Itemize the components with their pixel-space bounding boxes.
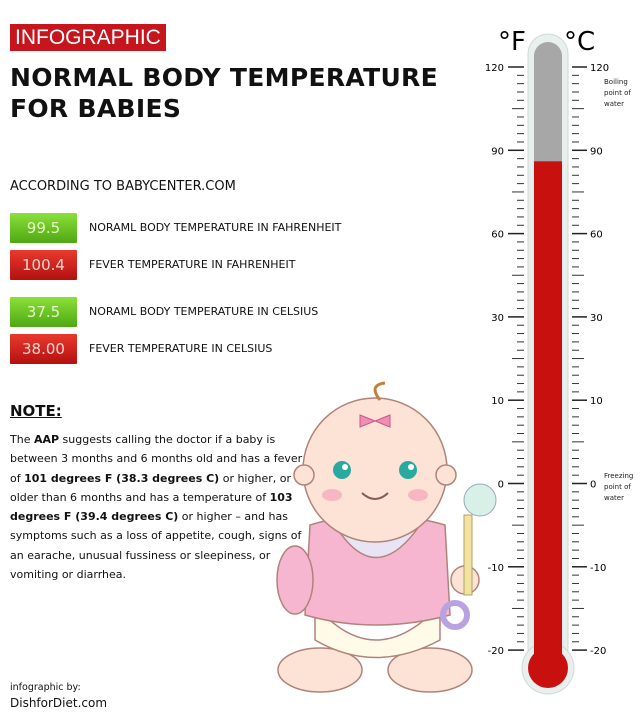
title-line-2: FOR BABIES xyxy=(10,94,182,123)
normal-f-badge: 99.5 xyxy=(10,213,77,243)
scale-ticks xyxy=(508,66,587,651)
scale-label-c: 60 xyxy=(590,230,603,241)
infographic-tag: INFOGRAPHIC xyxy=(10,24,166,51)
freezing-note: point of xyxy=(604,483,631,491)
note-part: The xyxy=(10,433,34,446)
source-heading: ACCORDING TO BABYCENTER.COM xyxy=(10,179,236,194)
scale-label-c: 0 xyxy=(590,480,596,491)
note-part: or higher, or is older than 6 months and… xyxy=(10,471,304,504)
normal-f-label: NORAML BODY TEMPERATURE IN FAHRENHEIT xyxy=(89,221,342,234)
unit-fahrenheit: °F xyxy=(498,27,526,57)
hair-curl-icon xyxy=(373,381,386,401)
credit-label: infographic by: xyxy=(10,682,81,693)
scale-label-f: -20 xyxy=(488,646,504,657)
mercury-column xyxy=(534,161,562,670)
scale-label-f: 60 xyxy=(491,230,504,241)
fever-c-label: FEVER TEMPERATURE IN CELSIUS xyxy=(89,342,273,355)
rattle-icon xyxy=(440,483,497,630)
scale-label-f: 10 xyxy=(491,396,504,407)
note-bold: 101 degrees F (38.3 degrees C) xyxy=(24,471,220,485)
freezing-note: Freezing xyxy=(604,472,633,480)
scale-label-c: 30 xyxy=(590,313,603,324)
note-bold: 103 degrees F (39.4 degrees C) xyxy=(10,490,293,524)
thermometer-bulb xyxy=(528,648,568,688)
scale-label-c: -20 xyxy=(590,646,606,657)
unit-celsius: °C xyxy=(564,27,595,57)
note-text: The AAP suggests calling the doctor if a… xyxy=(10,430,310,584)
note-bold: AAP xyxy=(33,433,60,446)
scale-label-c: 90 xyxy=(590,146,603,157)
scale-label-c: -10 xyxy=(590,563,606,574)
scale-label-f: 120 xyxy=(485,63,504,74)
note-part: suggests calling the doctor if a baby is… xyxy=(10,433,303,485)
scale-label-f: 90 xyxy=(491,146,504,157)
scale-label-c: 10 xyxy=(590,396,603,407)
normal-c-label: NORAML BODY TEMPERATURE IN CELSIUS xyxy=(89,305,319,318)
fever-c-badge: 38.00 xyxy=(10,334,77,364)
fever-f-label: FEVER TEMPERATURE IN FAHRENHEIT xyxy=(89,258,296,271)
scale-label-f: 0 xyxy=(498,480,504,491)
boiling-note: Boiling xyxy=(604,78,628,86)
note-heading: NOTE: xyxy=(10,402,62,420)
normal-c-badge: 37.5 xyxy=(10,297,77,327)
freezing-note: water xyxy=(604,494,624,502)
scale-label-c: 120 xyxy=(590,63,609,74)
scale-label-f: -10 xyxy=(488,563,504,574)
credit-site: DishforDiet.com xyxy=(10,696,108,710)
fever-f-badge: 100.4 xyxy=(10,250,77,280)
title-line-1: NORMAL BODY TEMPERATURE xyxy=(10,63,438,92)
boiling-note: point of xyxy=(604,89,631,97)
thermometer: °F °C 120 120 90 90 60 60 30 30 10 10 0 0 -10 -10 -20 -… xyxy=(485,27,633,695)
baby-illustration xyxy=(276,381,497,693)
note-part: or higher – and has symptoms such as a l… xyxy=(10,510,302,582)
page-title: NORMAL BODY TEMPERATURE FOR BABIES xyxy=(10,62,438,124)
boiling-note: water xyxy=(604,100,624,108)
hair-bow-icon xyxy=(359,414,391,428)
scale-label-f: 30 xyxy=(491,313,504,324)
